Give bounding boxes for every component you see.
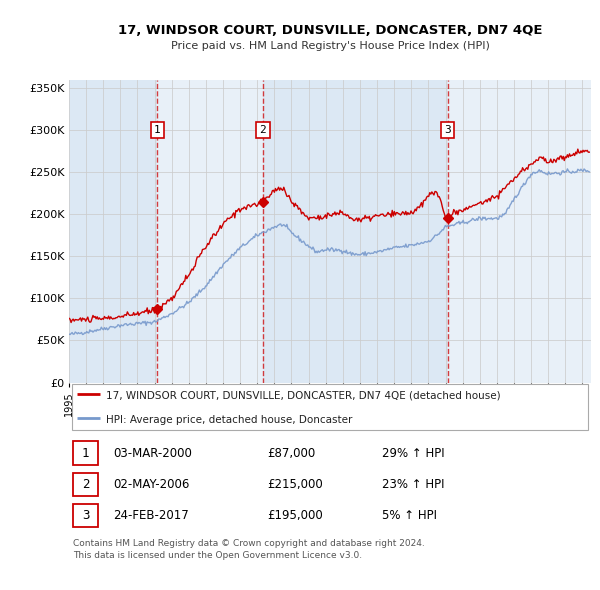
Text: 2: 2 (82, 478, 89, 491)
Text: 1: 1 (154, 125, 161, 135)
Text: 24-FEB-2017: 24-FEB-2017 (113, 509, 189, 522)
Text: Price paid vs. HM Land Registry's House Price Index (HPI): Price paid vs. HM Land Registry's House … (170, 41, 490, 51)
Text: 3: 3 (82, 509, 89, 522)
Text: £215,000: £215,000 (268, 478, 323, 491)
Text: 23% ↑ HPI: 23% ↑ HPI (382, 478, 445, 491)
Text: 17, WINDSOR COURT, DUNSVILLE, DONCASTER, DN7 4QE: 17, WINDSOR COURT, DUNSVILLE, DONCASTER,… (118, 24, 542, 37)
Text: £195,000: £195,000 (268, 509, 323, 522)
FancyBboxPatch shape (73, 441, 98, 464)
FancyBboxPatch shape (73, 473, 98, 496)
Text: 5% ↑ HPI: 5% ↑ HPI (382, 509, 437, 522)
Text: 17, WINDSOR COURT, DUNSVILLE, DONCASTER, DN7 4QE (detached house): 17, WINDSOR COURT, DUNSVILLE, DONCASTER,… (106, 391, 500, 401)
FancyBboxPatch shape (73, 504, 98, 527)
Text: 29% ↑ HPI: 29% ↑ HPI (382, 447, 445, 460)
Bar (448, 80, 591, 382)
Bar (69, 80, 157, 382)
Bar (263, 80, 448, 382)
FancyBboxPatch shape (71, 385, 589, 430)
Text: HPI: Average price, detached house, Doncaster: HPI: Average price, detached house, Donc… (106, 415, 352, 425)
Text: 03-MAR-2000: 03-MAR-2000 (113, 447, 192, 460)
Text: 2: 2 (260, 125, 266, 135)
Text: £87,000: £87,000 (268, 447, 316, 460)
Text: Contains HM Land Registry data © Crown copyright and database right 2024.
This d: Contains HM Land Registry data © Crown c… (73, 539, 425, 560)
Text: 3: 3 (445, 125, 451, 135)
Text: 02-MAY-2006: 02-MAY-2006 (113, 478, 190, 491)
Bar (157, 80, 263, 382)
Text: 1: 1 (82, 447, 89, 460)
